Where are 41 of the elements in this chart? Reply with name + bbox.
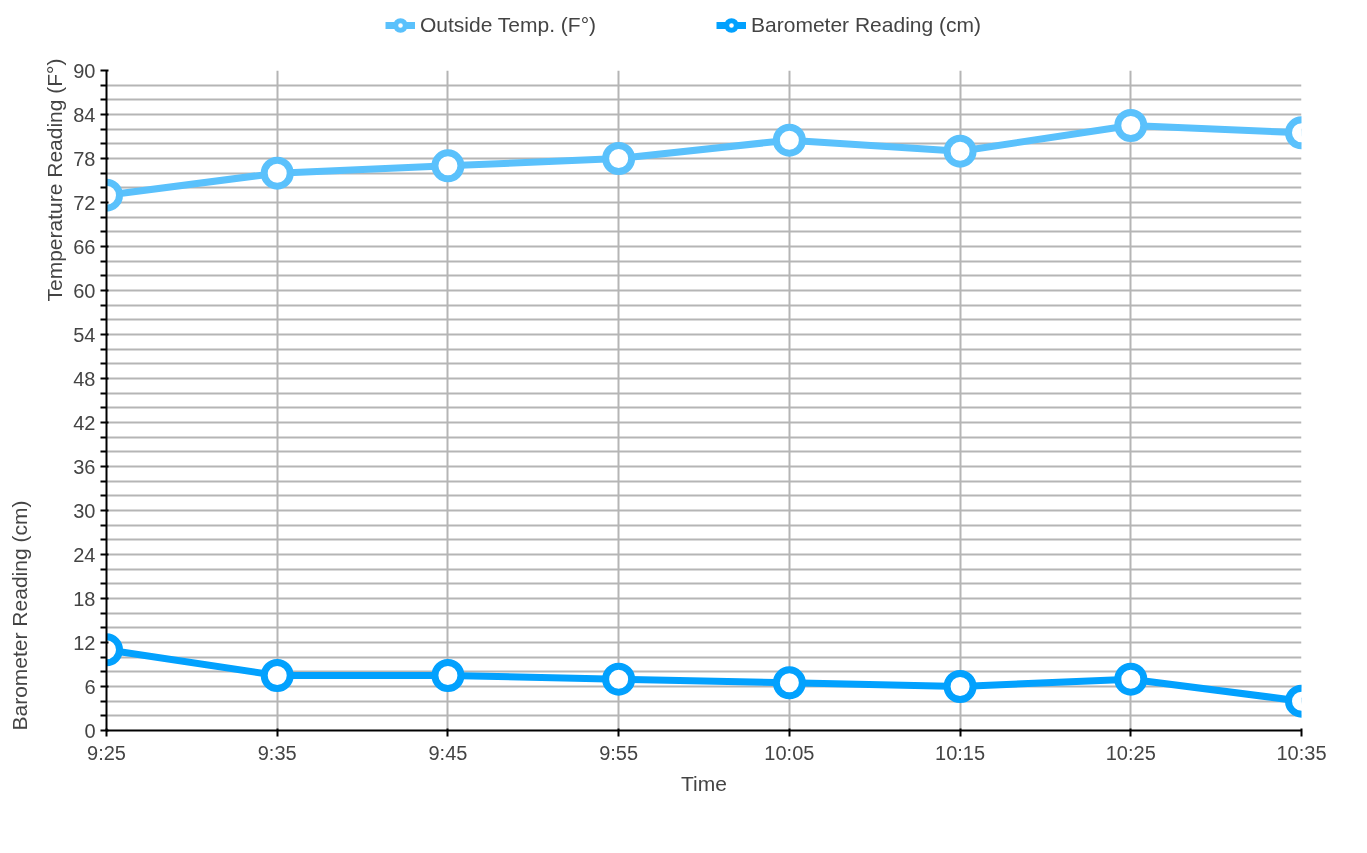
y-tick-label: 48 [73, 367, 96, 390]
point [602, 662, 636, 696]
y-tick-label: 90 [73, 59, 96, 82]
y-tick-label: 72 [73, 191, 96, 214]
y-tick-label: 78 [73, 147, 96, 170]
point [772, 666, 806, 700]
legend-label: Barometer Reading (cm) [751, 13, 981, 37]
x-tick-label: 10:15 [935, 741, 986, 764]
y-tick-label: 6 [84, 675, 96, 698]
point [943, 670, 977, 703]
point [431, 659, 465, 692]
point [943, 134, 977, 168]
y-tick-label: 84 [73, 103, 96, 126]
y-tick-label: 66 [73, 235, 96, 258]
point [260, 156, 294, 190]
y-tick-label: 60 [73, 279, 96, 302]
point [1114, 109, 1148, 142]
y-tick-label: 36 [73, 455, 96, 478]
y-axis-title: Temperature Reading (F°) [42, 58, 66, 302]
y-tick-label: 12 [73, 631, 96, 654]
y-tick-label: 54 [73, 323, 96, 346]
x-tick-label: 9:45 [428, 741, 468, 764]
y-tick-label: 24 [73, 543, 96, 566]
y-tick-label: 0 [84, 719, 96, 742]
y-tick-label: 30 [73, 499, 96, 522]
x-tick-label: 9:55 [599, 741, 639, 764]
point [260, 659, 294, 692]
y-tick-label: 42 [73, 411, 96, 434]
x-tick-label: 10:25 [1105, 741, 1156, 764]
legend-label: Outside Temp. (F°) [420, 13, 597, 37]
point [602, 142, 636, 175]
text: Barometer Reading (cm) [7, 500, 31, 731]
x-tick-label: 10:05 [764, 741, 815, 764]
x-tick-label: 9:25 [87, 741, 126, 764]
x-tick-label: 10:35 [1276, 741, 1327, 764]
y-tick-label: 18 [73, 587, 96, 610]
x-tick-label: 9:35 [257, 741, 297, 764]
point [1114, 662, 1148, 696]
point [772, 123, 806, 157]
x-axis-title: Time [681, 771, 727, 795]
point [431, 149, 465, 183]
